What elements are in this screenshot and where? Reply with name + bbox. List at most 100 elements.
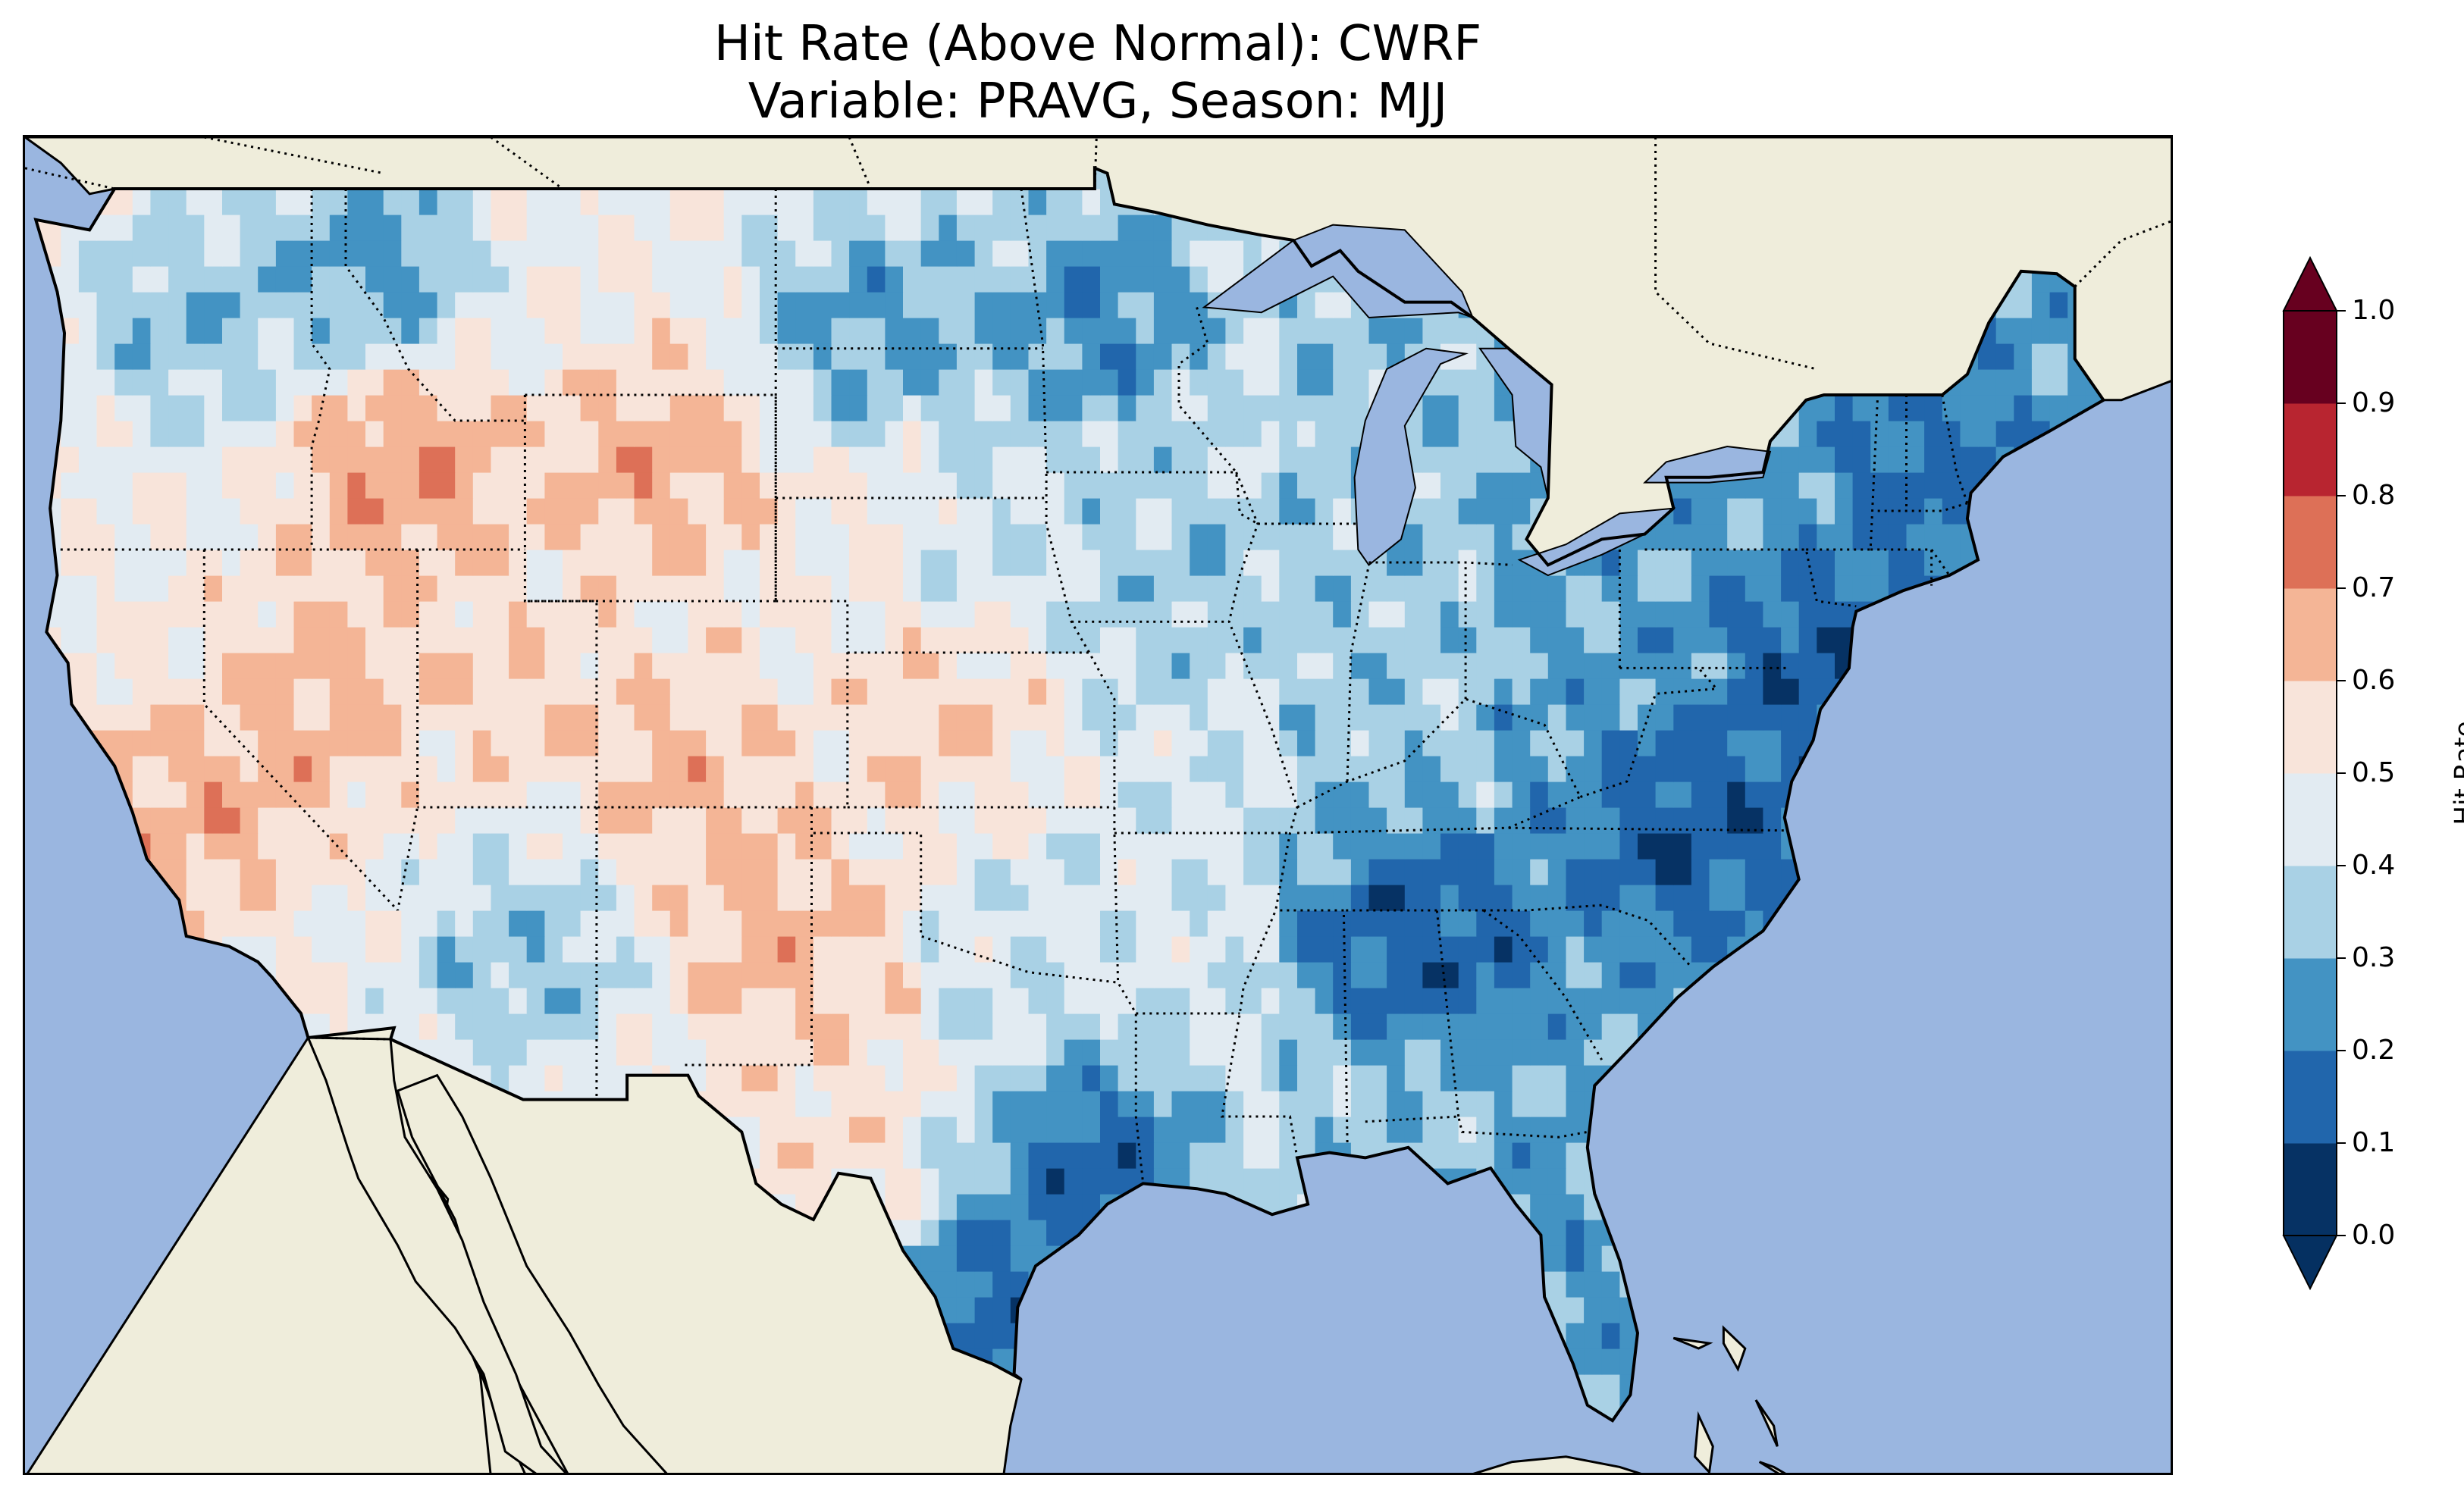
grid-cell bbox=[1064, 653, 1083, 679]
grid-cell bbox=[365, 343, 384, 370]
grid-cell bbox=[1190, 395, 1208, 421]
grid-cell bbox=[1297, 524, 1316, 550]
grid-cell bbox=[168, 833, 187, 860]
grid-cell bbox=[616, 910, 635, 937]
grid-cell bbox=[293, 859, 312, 885]
grid-cell bbox=[831, 1142, 850, 1169]
grid-cell bbox=[741, 1065, 760, 1092]
grid-cell bbox=[849, 910, 868, 937]
grid-cell bbox=[78, 524, 98, 550]
grid-cell bbox=[956, 988, 976, 1014]
grid-cell bbox=[526, 421, 545, 447]
grid-cell bbox=[920, 1168, 939, 1195]
grid-cell bbox=[293, 678, 312, 705]
grid-cell bbox=[563, 446, 582, 473]
grid-cell bbox=[455, 343, 474, 370]
grid-cell bbox=[1781, 524, 1800, 550]
grid-cell bbox=[1584, 601, 1603, 628]
grid-cell bbox=[312, 910, 331, 937]
grid-cell bbox=[1350, 369, 1370, 396]
grid-cell bbox=[1136, 550, 1155, 576]
grid-cell bbox=[1028, 472, 1047, 499]
grid-cell bbox=[706, 446, 725, 473]
grid-cell bbox=[1638, 601, 1657, 628]
grid-cell bbox=[760, 1013, 779, 1040]
grid-cell bbox=[1763, 575, 1782, 602]
grid-cell bbox=[652, 756, 671, 782]
grid-cell bbox=[365, 421, 384, 447]
grid-cell bbox=[1530, 653, 1549, 679]
grid-cell bbox=[365, 653, 384, 679]
grid-cell bbox=[634, 730, 653, 756]
grid-cell bbox=[634, 885, 653, 911]
grid-cell bbox=[974, 446, 993, 473]
grid-cell bbox=[1601, 859, 1620, 885]
grid-cell bbox=[885, 1091, 904, 1117]
grid-cell bbox=[939, 1117, 958, 1143]
grid-cell bbox=[920, 781, 939, 808]
grid-cell bbox=[723, 730, 742, 756]
grid-cell bbox=[903, 395, 922, 421]
grid-cell bbox=[939, 550, 958, 576]
grid-cell bbox=[1584, 730, 1603, 756]
grid-cell bbox=[974, 1297, 993, 1323]
grid-cell bbox=[992, 910, 1011, 937]
grid-cell bbox=[563, 550, 582, 576]
grid-cell bbox=[616, 395, 635, 421]
grid-cell bbox=[1817, 395, 1835, 421]
grid-cell bbox=[1028, 1117, 1047, 1143]
grid-cell bbox=[1082, 1168, 1101, 1195]
grid-cell bbox=[1064, 936, 1083, 963]
grid-cell bbox=[992, 421, 1011, 447]
grid-cell bbox=[1046, 859, 1065, 885]
grid-cell bbox=[1261, 833, 1280, 860]
grid-cell bbox=[903, 575, 922, 602]
grid-cell bbox=[1333, 1091, 1352, 1117]
grid-cell bbox=[1261, 369, 1280, 396]
grid-cell bbox=[347, 859, 366, 885]
grid-cell bbox=[1243, 575, 1262, 602]
grid-cell bbox=[956, 1297, 976, 1323]
grid-cell bbox=[1100, 678, 1119, 705]
grid-cell bbox=[1566, 653, 1585, 679]
grid-cell bbox=[1261, 704, 1280, 731]
grid-cell bbox=[1046, 678, 1065, 705]
grid-cell bbox=[1530, 1065, 1549, 1092]
grid-cell bbox=[544, 575, 563, 602]
grid-cell bbox=[1333, 833, 1352, 860]
grid-cell bbox=[813, 472, 832, 499]
grid-cell bbox=[347, 472, 366, 499]
grid-cell bbox=[849, 446, 868, 473]
grid-cell bbox=[1368, 627, 1387, 653]
grid-cell bbox=[1064, 704, 1083, 731]
grid-cell bbox=[1404, 781, 1423, 808]
grid-cell bbox=[885, 498, 904, 525]
grid-cell bbox=[563, 936, 582, 963]
grid-cell bbox=[329, 395, 348, 421]
grid-cell bbox=[293, 472, 312, 499]
grid-cell bbox=[1422, 653, 1441, 679]
grid-cell bbox=[1225, 1142, 1244, 1169]
grid-cell bbox=[1494, 653, 1513, 679]
grid-cell bbox=[1494, 472, 1513, 499]
grid-cell bbox=[472, 498, 491, 525]
grid-cell bbox=[150, 446, 169, 473]
grid-cell bbox=[1476, 781, 1495, 808]
grid-cell bbox=[1136, 472, 1155, 499]
grid-cell bbox=[1118, 653, 1136, 679]
grid-cell bbox=[455, 627, 474, 653]
grid-cell bbox=[992, 704, 1011, 731]
grid-cell bbox=[974, 575, 993, 602]
grid-cell bbox=[992, 678, 1011, 705]
grid-cell bbox=[1458, 730, 1477, 756]
grid-cell bbox=[1458, 962, 1477, 988]
grid-cell bbox=[329, 524, 348, 550]
grid-cell bbox=[312, 962, 331, 988]
grid-cell bbox=[563, 395, 582, 421]
grid-cell bbox=[1261, 678, 1280, 705]
grid-cell bbox=[1171, 704, 1190, 731]
grid-cell bbox=[1601, 1297, 1620, 1323]
grid-cell bbox=[1064, 421, 1083, 447]
grid-cell bbox=[992, 1323, 1011, 1349]
grid-cell bbox=[186, 601, 205, 628]
